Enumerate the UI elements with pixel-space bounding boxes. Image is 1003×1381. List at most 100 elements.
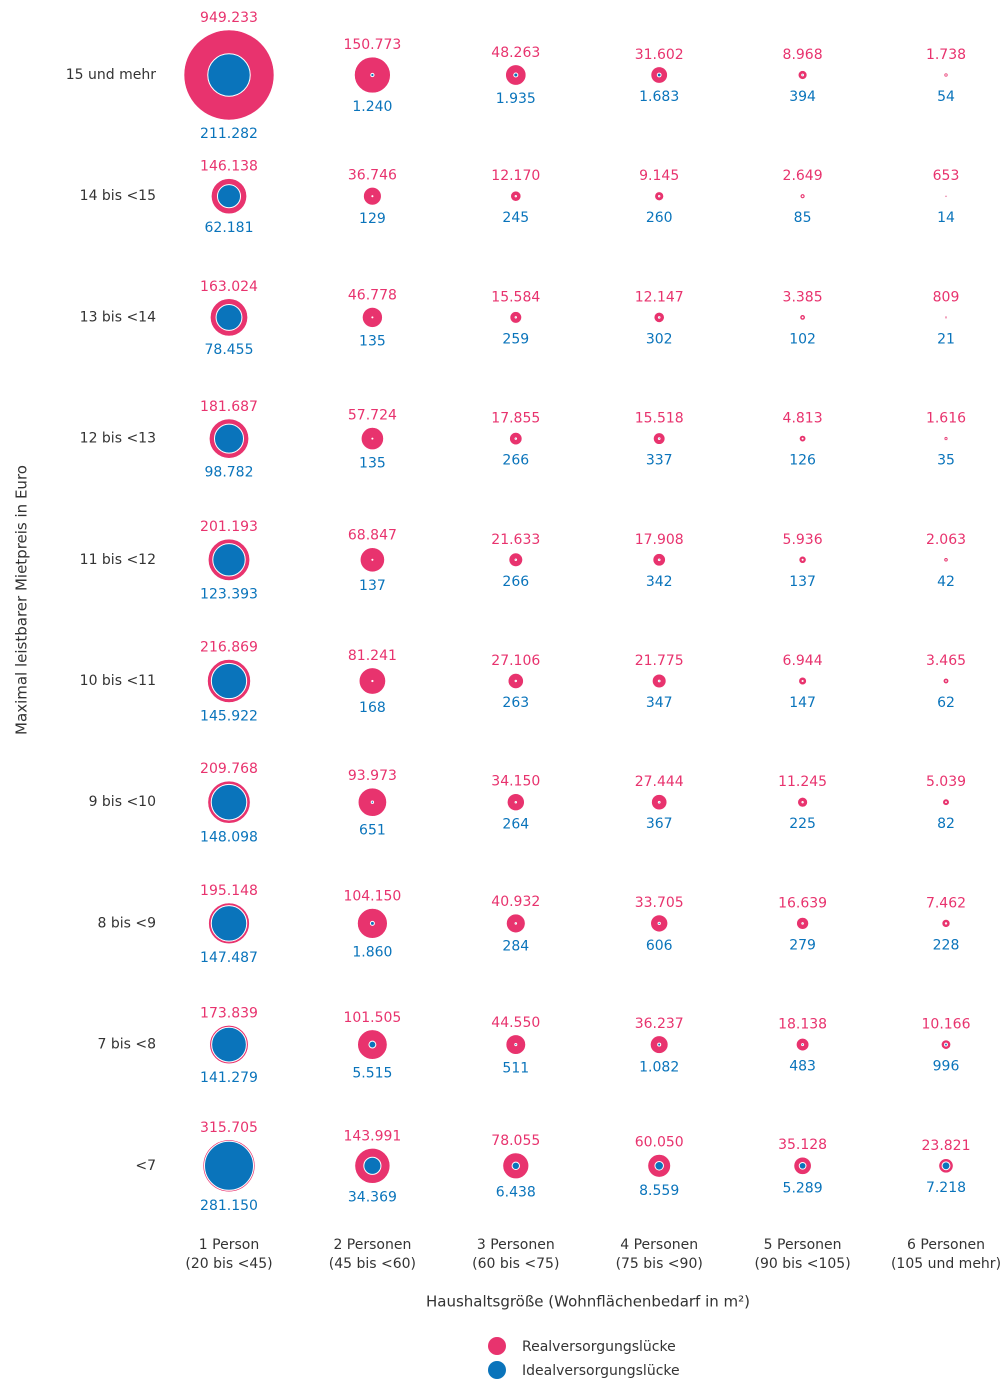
ideal-value-label: 1.683 [639,89,679,105]
ideal-bubble [371,195,374,198]
real-value-label: 143.991 [343,1128,401,1144]
ideal-bubble [944,922,948,925]
real-value-label: 36.237 [635,1016,684,1032]
real-value-label: 3.385 [783,289,823,305]
real-value-label: 21.775 [635,653,684,669]
legend-swatch [488,1361,506,1379]
ideal-value-label: 137 [359,578,386,594]
ideal-value-label: 21 [937,331,955,347]
ideal-bubble [210,905,248,942]
ideal-bubble [371,558,374,561]
real-value-label: 104.150 [343,888,401,904]
ideal-value-label: 135 [359,333,386,349]
ideal-value-label: 245 [502,210,529,226]
ideal-value-label: 1.082 [639,1059,679,1075]
ideal-bubble [215,303,243,331]
ideal-bubble [945,559,947,561]
real-value-label: 809 [933,289,960,305]
row-label: 15 und mehr [66,67,156,83]
real-value-label: 173.839 [200,1005,258,1021]
real-value-label: 9.145 [639,168,679,184]
real-value-label: 15.584 [491,289,540,305]
ideal-bubble [210,783,248,821]
ideal-value-label: 141.279 [200,1070,258,1086]
ideal-bubble [368,1040,377,1049]
real-value-label: 48.263 [491,45,540,61]
ideal-value-label: 147.487 [200,950,258,966]
ideal-value-label: 78.455 [205,342,254,358]
ideal-value-label: 394 [789,89,816,105]
real-value-label: 216.869 [200,639,258,655]
real-value-label: 181.687 [200,399,258,415]
ideal-bubble [207,53,251,97]
ideal-value-label: 42 [937,574,955,590]
real-value-label: 315.705 [200,1120,258,1136]
ideal-bubble [204,1140,254,1191]
real-value-label: 17.855 [491,411,540,427]
real-value-label: 5.936 [783,532,823,548]
real-value-label: 2.649 [783,168,823,184]
ideal-value-label: 168 [359,700,386,716]
x-tick-label: 2 Personen [333,1237,411,1253]
ideal-bubble [801,801,804,804]
real-value-label: 3.465 [926,653,966,669]
ideal-bubble [801,558,804,561]
row-label: 14 bis <15 [80,188,156,204]
ideal-bubble [657,800,661,804]
ideal-value-label: 35 [937,453,955,469]
ideal-value-label: 14 [937,210,955,226]
ideal-bubble [657,558,661,562]
ideal-value-label: 259 [502,331,529,347]
real-value-label: 18.138 [778,1017,827,1033]
real-value-label: 36.746 [348,167,397,183]
ideal-bubble [514,437,518,440]
ideal-value-label: 279 [789,937,816,953]
ideal-bubble [371,316,374,319]
real-value-label: 653 [933,168,960,184]
real-value-label: 23.821 [922,1138,971,1154]
ideal-bubble [369,920,375,926]
ideal-bubble [941,1161,951,1171]
ideal-value-label: 284 [502,939,529,955]
ideal-bubble [514,194,518,198]
ideal-bubble [210,662,248,700]
ideal-bubble [945,801,947,804]
ideal-value-label: 102 [789,331,816,347]
ideal-bubble [212,543,246,577]
ideal-bubble [370,800,375,804]
ideal-value-label: 483 [789,1059,816,1075]
ideal-value-label: 1.860 [352,944,392,960]
real-value-label: 5.039 [926,774,966,790]
ideal-bubble [801,316,804,319]
ideal-bubble [213,423,245,454]
ideal-value-label: 98.782 [205,464,254,480]
real-value-label: 40.932 [491,894,540,910]
row-label: <7 [135,1158,156,1174]
ideal-bubble [511,1161,521,1171]
real-value-label: 10.166 [922,1017,971,1033]
ideal-value-label: 7.218 [926,1180,966,1196]
x-tick-label: 1 Person [199,1237,259,1253]
ideal-value-label: 1.935 [496,91,536,107]
real-value-label: 35.128 [778,1137,827,1153]
ideal-value-label: 263 [502,695,529,711]
row-label: 13 bis <14 [80,309,156,325]
ideal-bubble [657,679,661,683]
ideal-bubble [657,921,661,926]
real-value-label: 68.847 [348,528,397,544]
ideal-value-label: 651 [359,822,386,838]
ideal-bubble [514,316,518,319]
ideal-bubble [514,558,518,562]
x-axis-label: Haushaltsgröße (Wohnflächenbedarf in m²) [426,1293,750,1311]
ideal-value-label: 606 [646,938,673,954]
real-value-label: 949.233 [200,10,258,26]
x-tick-label: 3 Personen [477,1237,555,1253]
real-value-label: 163.024 [200,279,258,295]
real-value-label: 195.148 [200,883,258,899]
ideal-value-label: 85 [794,210,812,226]
ideal-bubble [514,1043,518,1047]
real-value-label: 78.055 [491,1133,540,1149]
real-value-label: 21.633 [491,532,540,548]
real-value-label: 146.138 [200,159,258,175]
real-value-label: 57.724 [348,408,397,424]
